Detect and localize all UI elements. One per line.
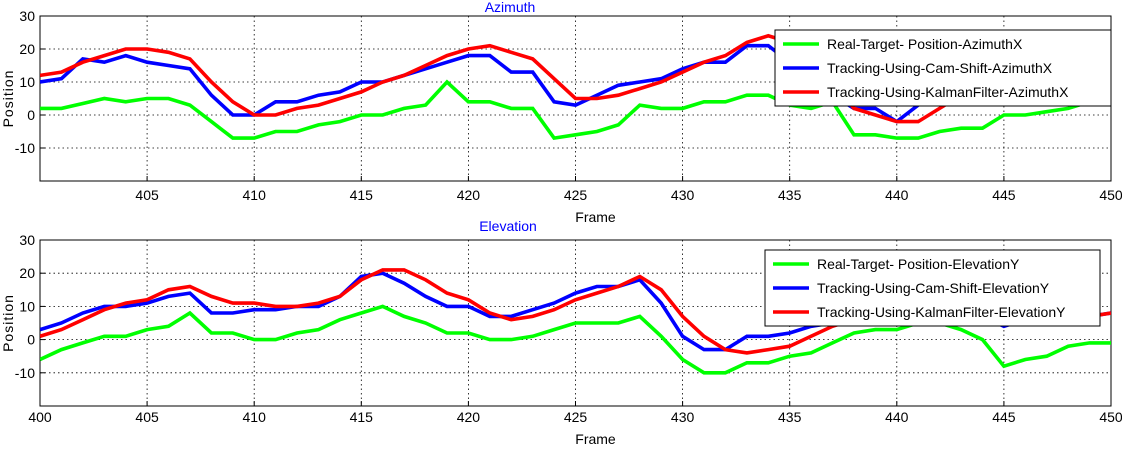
x-tick-label: 435 [778,409,802,425]
legend-box [764,249,1101,327]
azimuth-chart: 405 410 415 420 425 430 435 440 445 450 -10 0 10 20 30… [0,0,1122,225]
series-line-real-target-position-azimuthx [40,79,1111,141]
x-tick-label: 405 [135,187,159,203]
elevation-chart: 400 405 410 415 420 425 430 435 440 445 450 -10 0 10 2… [0,218,1122,447]
x-tick-label: 420 [457,187,481,203]
x-tick-label: 435 [778,187,802,203]
y-axis-label: Position [0,70,16,128]
legend-label: Tracking-Using-KalmanFilter-AzimuthX [827,84,1069,100]
x-tick-label: 445 [992,187,1016,203]
y-tick-label: 0 [27,107,35,123]
x-tick-label: 415 [350,409,374,425]
x-tick-label: 440 [885,409,909,425]
legend-label: Real-Target- Position-ElevationY [817,256,1020,272]
y-tick-label: 30 [19,8,35,24]
x-tick-label: 450 [1099,409,1122,425]
y-axis-label: Position [0,294,16,352]
legend-label: Real-Target- Position-AzimuthX [827,36,1023,52]
x-axis-label: Frame [575,209,616,225]
legend: Real-Target- Position-AzimuthX Tracking-U… [774,29,1112,107]
y-tick-label: 20 [19,41,35,57]
chart-title: Azimuth [485,0,536,15]
legend: Real-Target- Position-ElevationY Tracking… [764,249,1101,327]
x-tick-label: 425 [564,409,588,425]
y-tick-label: 10 [19,74,35,90]
x-tick-label: 410 [243,409,267,425]
legend-label: Tracking-Using-KalmanFilter-ElevationY [817,304,1066,320]
legend-box [774,29,1112,107]
x-tick-label: 430 [671,187,695,203]
x-axis-label: Frame [575,431,616,447]
y-tick-label: 10 [19,298,35,314]
y-tick-label: 20 [19,265,35,281]
x-tick-label: 415 [350,187,374,203]
series-line-tracking-using-kalmanfilter-azimuthx [40,33,1111,124]
chart-title: Elevation [479,218,537,234]
x-tick-label: 445 [992,409,1016,425]
x-tick-label: 420 [457,409,481,425]
y-tick-label: -10 [15,140,35,156]
x-tick-label: 425 [564,187,588,203]
x-tick-label: 430 [671,409,695,425]
x-tick-label: 450 [1099,187,1122,203]
x-tick-label: 405 [135,409,159,425]
x-tick-label: 400 [28,409,52,425]
legend-label: Tracking-Using-Cam-Shift-ElevationY [817,280,1050,296]
x-tick-label: 410 [243,187,267,203]
legend-label: Tracking-Using-Cam-Shift-AzimuthX [827,60,1053,76]
y-tick-label: 30 [19,232,35,248]
y-tick-label: -10 [15,365,35,381]
x-tick-label: 440 [885,187,909,203]
y-tick-label: 0 [27,332,35,348]
